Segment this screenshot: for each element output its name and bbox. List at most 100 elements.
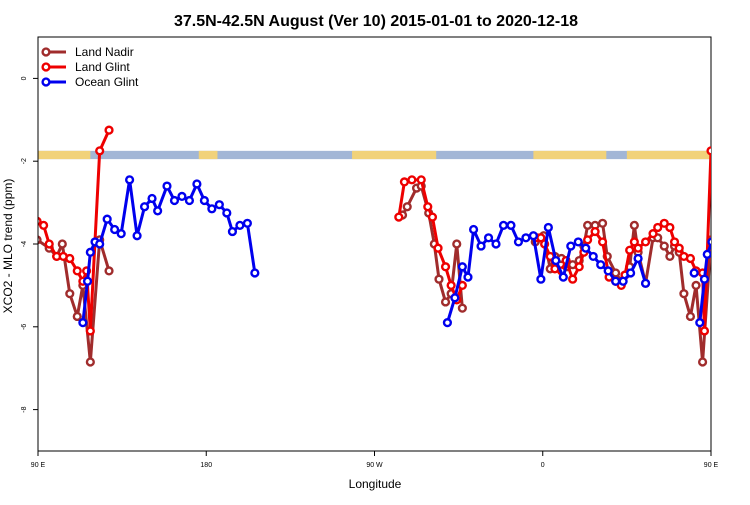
y-axis-label: XCO2 - MLO trend (ppm): [1, 179, 15, 314]
legend-marker: [41, 62, 51, 72]
point-land-nadir: [85, 357, 95, 367]
point-land-nadir: [691, 280, 701, 291]
point-land-glint: [685, 253, 696, 264]
point-land-glint: [433, 243, 443, 253]
point-ocean-glint: [242, 218, 252, 228]
point-land-nadir: [697, 357, 708, 367]
point-land-glint: [597, 237, 608, 247]
plot-frame: [37, 36, 712, 452]
point-land-glint: [440, 262, 451, 272]
map-strip-land: [352, 150, 437, 160]
point-ocean-glint: [78, 318, 88, 328]
point-land-nadir: [38, 235, 42, 245]
point-ocean-glint: [618, 276, 628, 286]
point-ocean-glint: [506, 220, 516, 230]
point-land-nadir: [402, 202, 412, 212]
point-ocean-glint: [491, 239, 501, 249]
point-land-glint: [407, 175, 417, 185]
point-ocean-glint: [633, 253, 643, 264]
point-ocean-glint: [513, 237, 524, 247]
y-tick-label: -8: [21, 406, 28, 412]
point-land-glint: [659, 218, 669, 228]
legend-marker: [41, 47, 51, 57]
point-land-nadir: [452, 239, 462, 249]
point-ocean-glint: [528, 231, 539, 241]
x-tick-label: 90 W: [366, 462, 383, 469]
y-tick-label: -6: [21, 324, 28, 330]
point-ocean-glint: [468, 224, 479, 235]
map-strip-land: [626, 150, 711, 160]
legend-item-land-glint: Land Glint: [41, 60, 130, 74]
point-ocean-glint: [457, 262, 467, 272]
legend-marker: [41, 77, 51, 87]
point-ocean-glint: [162, 181, 172, 191]
x-tick-label: 0: [541, 462, 545, 469]
point-land-glint: [423, 202, 433, 212]
map-strip-land: [745, 151, 750, 159]
point-land-glint: [427, 212, 438, 222]
map-strip-land: [198, 150, 218, 160]
point-land-glint: [394, 212, 404, 222]
point-ocean-glint: [235, 220, 245, 230]
point-ocean-glint: [102, 214, 112, 224]
y-tick-label: -4: [21, 241, 28, 247]
point-ocean-glint: [132, 231, 142, 241]
point-ocean-glint: [611, 276, 621, 286]
point-land-glint: [669, 237, 680, 247]
point-ocean-glint: [125, 175, 135, 185]
point-land-nadir: [457, 303, 467, 313]
point-land-glint: [104, 125, 114, 135]
map-strip-land: [38, 150, 91, 160]
point-land-glint: [65, 253, 75, 264]
point-ocean-glint: [695, 318, 705, 328]
point-land-glint: [399, 177, 410, 187]
point-land-glint: [629, 237, 639, 247]
point-ocean-glint: [689, 268, 699, 278]
point-land-nadir: [65, 289, 75, 299]
point-ocean-glint: [250, 268, 260, 278]
point-ocean-glint: [536, 274, 546, 284]
point-ocean-glint: [735, 230, 742, 237]
point-land-glint: [706, 146, 711, 156]
series-ocean-glint: [78, 175, 742, 328]
point-ocean-glint: [581, 243, 591, 253]
point-land-nadir: [57, 239, 67, 249]
point-ocean-glint: [116, 229, 126, 239]
y-axis: 0 -2 -4 -6 -8: [21, 37, 39, 451]
point-ocean-glint: [721, 216, 728, 223]
point-land-glint: [95, 146, 105, 156]
point-ocean-glint: [476, 241, 486, 251]
point-land-glint: [583, 235, 593, 245]
x-tick-label: 180: [200, 462, 212, 469]
x-tick-label: 90 E: [704, 462, 719, 469]
series-layer: [38, 125, 742, 367]
point-land-glint: [568, 274, 578, 284]
point-land-glint: [416, 175, 426, 185]
legend-label: Ocean Glint: [75, 75, 139, 89]
map-strip-land: [533, 150, 607, 160]
point-land-nadir: [434, 274, 444, 284]
point-ocean-glint: [558, 272, 568, 282]
point-ocean-glint: [707, 237, 711, 247]
point-ocean-glint: [177, 191, 187, 201]
point-ocean-glint: [498, 220, 509, 230]
point-ocean-glint: [626, 268, 636, 278]
point-ocean-glint: [463, 272, 473, 282]
point-ocean-glint: [139, 202, 150, 212]
series-line-land-nadir: [534, 221, 711, 364]
point-ocean-glint: [207, 204, 217, 214]
y-tick-label: 0: [21, 76, 28, 80]
point-ocean-glint: [153, 206, 163, 216]
point-ocean-glint: [184, 195, 195, 206]
point-land-nadir: [104, 266, 114, 276]
point-land-glint: [640, 237, 651, 247]
point-land-glint: [574, 262, 584, 272]
point-land-nadir: [717, 268, 724, 275]
point-land-glint: [44, 239, 54, 249]
point-ocean-glint: [521, 233, 531, 243]
point-ocean-glint: [702, 249, 711, 259]
point-land-glint: [699, 326, 710, 336]
point-ocean-glint: [596, 260, 606, 270]
